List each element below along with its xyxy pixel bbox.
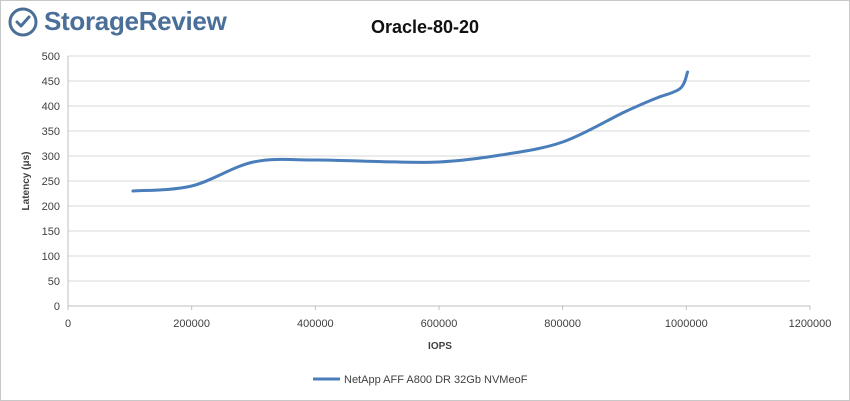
y-tick-label: 350 [42,126,60,138]
x-tick-label: 1000000 [665,318,708,330]
series-layer [131,70,690,193]
y-tick-label: 500 [42,51,60,63]
x-tick-label: 200000 [173,318,210,330]
x-axis-title: IOPS [428,341,452,352]
legend: NetApp AFF A800 DR 32Gb NVMeoF [313,374,528,386]
brand-name: StorageReview [44,6,227,36]
y-tick-label: 400 [42,101,60,113]
y-tick-label: 50 [48,276,60,288]
legend-label: NetApp AFF A800 DR 32Gb NVMeoF [344,374,528,386]
y-tick-label: 150 [42,226,60,238]
tick-labels: 0 50 100 150 200 250 300 350 400 450 500 0 200000 400… [42,51,832,330]
x-tick-label: 1200000 [789,318,832,330]
y-axis-title: Latency (μs) [21,152,32,211]
grid-lines [67,55,811,310]
x-tick-label: 600000 [421,318,458,330]
x-tick-label: 0 [65,318,71,330]
y-tick-label: 100 [42,251,60,263]
series-line [131,70,690,193]
brand-logo: StorageReview [8,6,227,37]
y-tick-label: 450 [42,76,60,88]
storagereview-logo-icon [8,7,38,36]
x-tick-label: 800000 [544,318,581,330]
y-tick-label: 250 [42,176,60,188]
y-tick-label: 200 [42,201,60,213]
chart-title: Oracle-80-20 [371,17,479,37]
x-tick-label: 400000 [297,318,334,330]
y-tick-label: 300 [42,151,60,163]
y-tick-label: 0 [54,301,60,313]
